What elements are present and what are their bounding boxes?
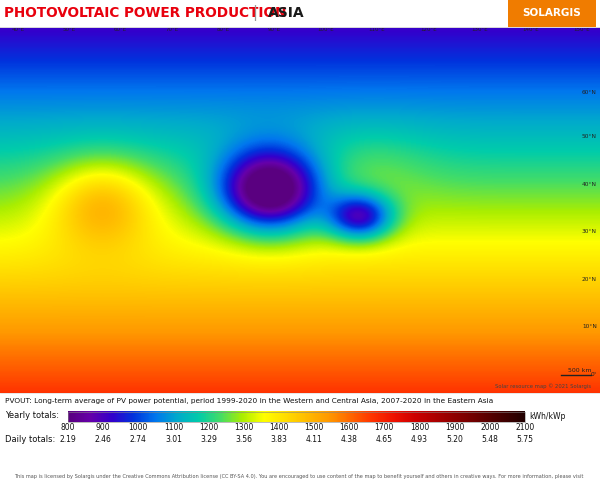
Text: 5.20: 5.20 — [446, 435, 463, 444]
Text: 500 km: 500 km — [568, 368, 591, 373]
Text: 1900: 1900 — [445, 423, 464, 432]
Text: 900: 900 — [96, 423, 110, 432]
FancyBboxPatch shape — [508, 0, 596, 78]
Text: This map is licensed by Solargis under the Creative Commons Attribution license : This map is licensed by Solargis under t… — [14, 474, 586, 479]
Text: 4.11: 4.11 — [306, 435, 322, 444]
Text: Solar resource map © 2021 Solargis: Solar resource map © 2021 Solargis — [495, 384, 591, 389]
Text: 150°E: 150°E — [574, 27, 590, 32]
Text: 1700: 1700 — [374, 423, 394, 432]
Text: Daily totals:: Daily totals: — [5, 435, 55, 444]
Text: 40°N: 40°N — [582, 182, 597, 187]
Text: 40°E: 40°E — [11, 27, 25, 32]
Text: 1500: 1500 — [304, 423, 324, 432]
Text: 4.65: 4.65 — [376, 435, 393, 444]
Text: 0°: 0° — [590, 372, 597, 377]
Text: 90°E: 90°E — [268, 27, 281, 32]
Text: 3.29: 3.29 — [200, 435, 217, 444]
Text: ASIA: ASIA — [268, 6, 305, 20]
Text: 50°N: 50°N — [582, 134, 597, 139]
Text: 1200: 1200 — [199, 423, 218, 432]
Text: Yearly totals:: Yearly totals: — [5, 411, 59, 420]
Text: 2000: 2000 — [480, 423, 500, 432]
Text: 800: 800 — [61, 423, 75, 432]
Text: 1000: 1000 — [128, 423, 148, 432]
Text: 1400: 1400 — [269, 423, 289, 432]
Text: 4.38: 4.38 — [341, 435, 358, 444]
Text: 120°E: 120°E — [420, 27, 436, 32]
Text: PHOTOVOLTAIC POWER PRODUCTION: PHOTOVOLTAIC POWER PRODUCTION — [4, 6, 287, 20]
Text: 100°E: 100°E — [317, 27, 334, 32]
Text: 1600: 1600 — [340, 423, 359, 432]
Text: 2.74: 2.74 — [130, 435, 147, 444]
Text: SOLARGIS: SOLARGIS — [523, 8, 581, 18]
Text: 3.01: 3.01 — [165, 435, 182, 444]
Bar — [68, 412, 525, 422]
Text: 30°N: 30°N — [582, 229, 597, 234]
Text: 1100: 1100 — [164, 423, 183, 432]
Text: 20°N: 20°N — [582, 277, 597, 282]
Text: 1800: 1800 — [410, 423, 429, 432]
Text: 60°E: 60°E — [114, 27, 127, 32]
Text: kWh/kWp: kWh/kWp — [529, 413, 565, 421]
Text: 5.75: 5.75 — [517, 435, 533, 444]
Text: 80°E: 80°E — [217, 27, 230, 32]
Text: 1300: 1300 — [234, 423, 253, 432]
Text: 5.48: 5.48 — [481, 435, 498, 444]
Text: 50°E: 50°E — [63, 27, 76, 32]
Text: 130°E: 130°E — [471, 27, 488, 32]
Text: 70°E: 70°E — [165, 27, 178, 32]
Text: 3.83: 3.83 — [271, 435, 287, 444]
Text: 60°N: 60°N — [582, 90, 597, 95]
Text: |: | — [253, 5, 257, 21]
Text: 4.93: 4.93 — [411, 435, 428, 444]
Text: 3.56: 3.56 — [235, 435, 252, 444]
Text: 2100: 2100 — [515, 423, 535, 432]
Text: 10°N: 10°N — [582, 324, 597, 329]
Text: 2.19: 2.19 — [59, 435, 76, 444]
Text: 110°E: 110°E — [368, 27, 385, 32]
Text: 140°E: 140°E — [523, 27, 539, 32]
Text: 2.46: 2.46 — [95, 435, 112, 444]
Text: PVOUT: Long-term average of PV power potential, period 1999-2020 in the Western : PVOUT: Long-term average of PV power pot… — [5, 398, 493, 404]
